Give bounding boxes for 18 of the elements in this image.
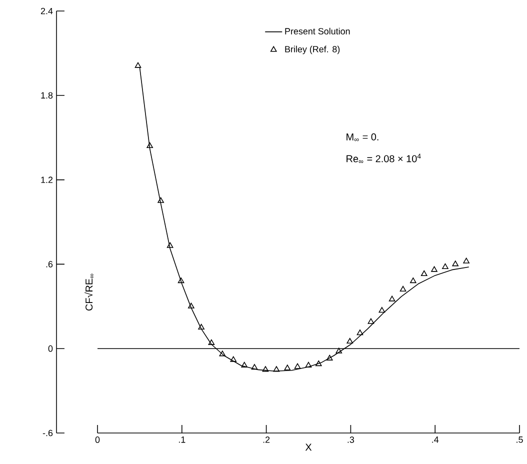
x-axis-title: X (305, 444, 312, 451)
annotation: Re$_{∞}$ = 2.08 × 10$^{4}$ (346, 154, 421, 163)
legend-label: Briley (Ref. 8) (285, 46, 340, 54)
x-tick-label: .1 (178, 436, 186, 443)
x-tick-label: .4 (432, 436, 439, 443)
x-tick-label: .3 (348, 436, 354, 443)
y-tick-label: 1.2 (41, 176, 53, 183)
x-tick-label: .2 (263, 436, 270, 443)
y-tick-label: -.6 (42, 430, 53, 436)
legend-label: Present Solution (285, 28, 350, 34)
y-tick-label: .6 (46, 261, 53, 268)
x-tick-label: 0 (95, 436, 100, 443)
y-tick-label: 1.8 (41, 92, 53, 99)
x-tick-label: .5 (516, 436, 523, 443)
y-tick-label: 0 (48, 345, 53, 352)
y-axis-title: CF√RE$_{∞}$ (84, 274, 94, 311)
annotation: M$_{∞}$ = 0. (346, 133, 378, 142)
y-tick-label: 2.4 (40, 8, 53, 14)
